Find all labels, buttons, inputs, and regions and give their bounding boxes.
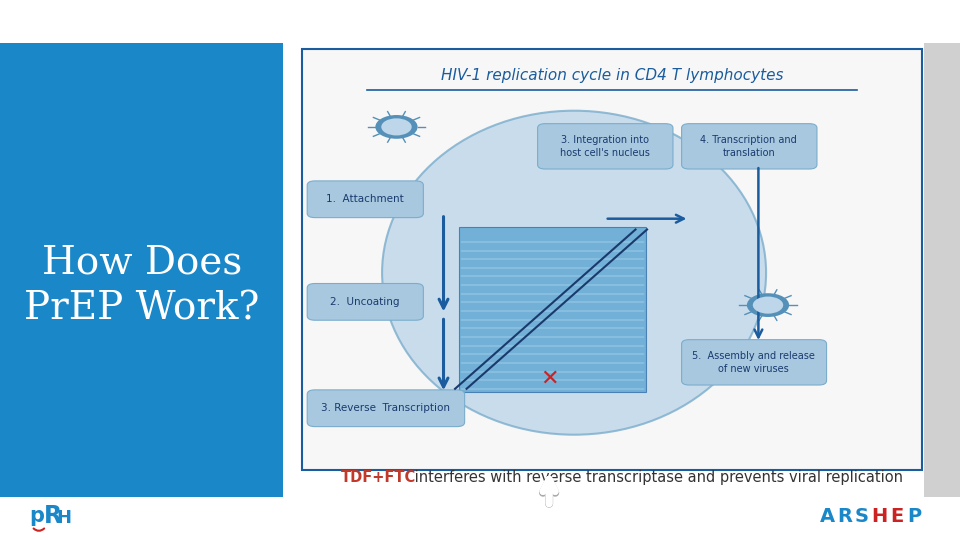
FancyBboxPatch shape	[307, 284, 423, 320]
Text: interferes with reverse transcriptase and prevents viral replication: interferes with reverse transcriptase an…	[410, 470, 903, 485]
Text: 2.  Uncoating: 2. Uncoating	[330, 297, 399, 307]
Text: 4. Transcription and
translation: 4. Transcription and translation	[701, 135, 797, 158]
Text: 5.  Assembly and release
of new viruses: 5. Assembly and release of new viruses	[692, 351, 815, 374]
Text: 3. Reverse  Transcription: 3. Reverse Transcription	[322, 403, 450, 413]
Bar	[924, 43, 960, 497]
Text: H: H	[57, 509, 72, 528]
FancyBboxPatch shape	[538, 124, 673, 169]
Bar	[302, 49, 922, 470]
Text: S: S	[855, 507, 869, 526]
Text: p: p	[29, 506, 44, 526]
Circle shape	[375, 115, 418, 139]
Bar	[0, 43, 283, 497]
Circle shape	[753, 296, 783, 314]
FancyBboxPatch shape	[682, 124, 817, 169]
Text: E: E	[890, 507, 903, 526]
Text: HIV-1 replication cycle in CD4 T lymphocytes: HIV-1 replication cycle in CD4 T lymphoc…	[441, 68, 783, 83]
Text: P: P	[907, 507, 921, 526]
Text: H: H	[872, 507, 887, 526]
FancyBboxPatch shape	[307, 181, 423, 218]
Text: A: A	[820, 507, 835, 526]
FancyBboxPatch shape	[307, 390, 465, 427]
Text: 1.  Attachment: 1. Attachment	[326, 194, 403, 204]
Circle shape	[381, 118, 412, 136]
Text: ✕: ✕	[540, 369, 559, 389]
Text: TDF+FTC: TDF+FTC	[341, 470, 416, 485]
Text: 3. Integration into
host cell's nucleus: 3. Integration into host cell's nucleus	[560, 135, 650, 158]
Circle shape	[747, 293, 789, 317]
Text: R: R	[44, 504, 61, 528]
FancyBboxPatch shape	[682, 340, 827, 385]
Text: How Does
PrEP Work?: How Does PrEP Work?	[24, 245, 260, 328]
Bar	[459, 227, 646, 392]
Ellipse shape	[382, 111, 766, 435]
Text: R: R	[837, 507, 852, 526]
